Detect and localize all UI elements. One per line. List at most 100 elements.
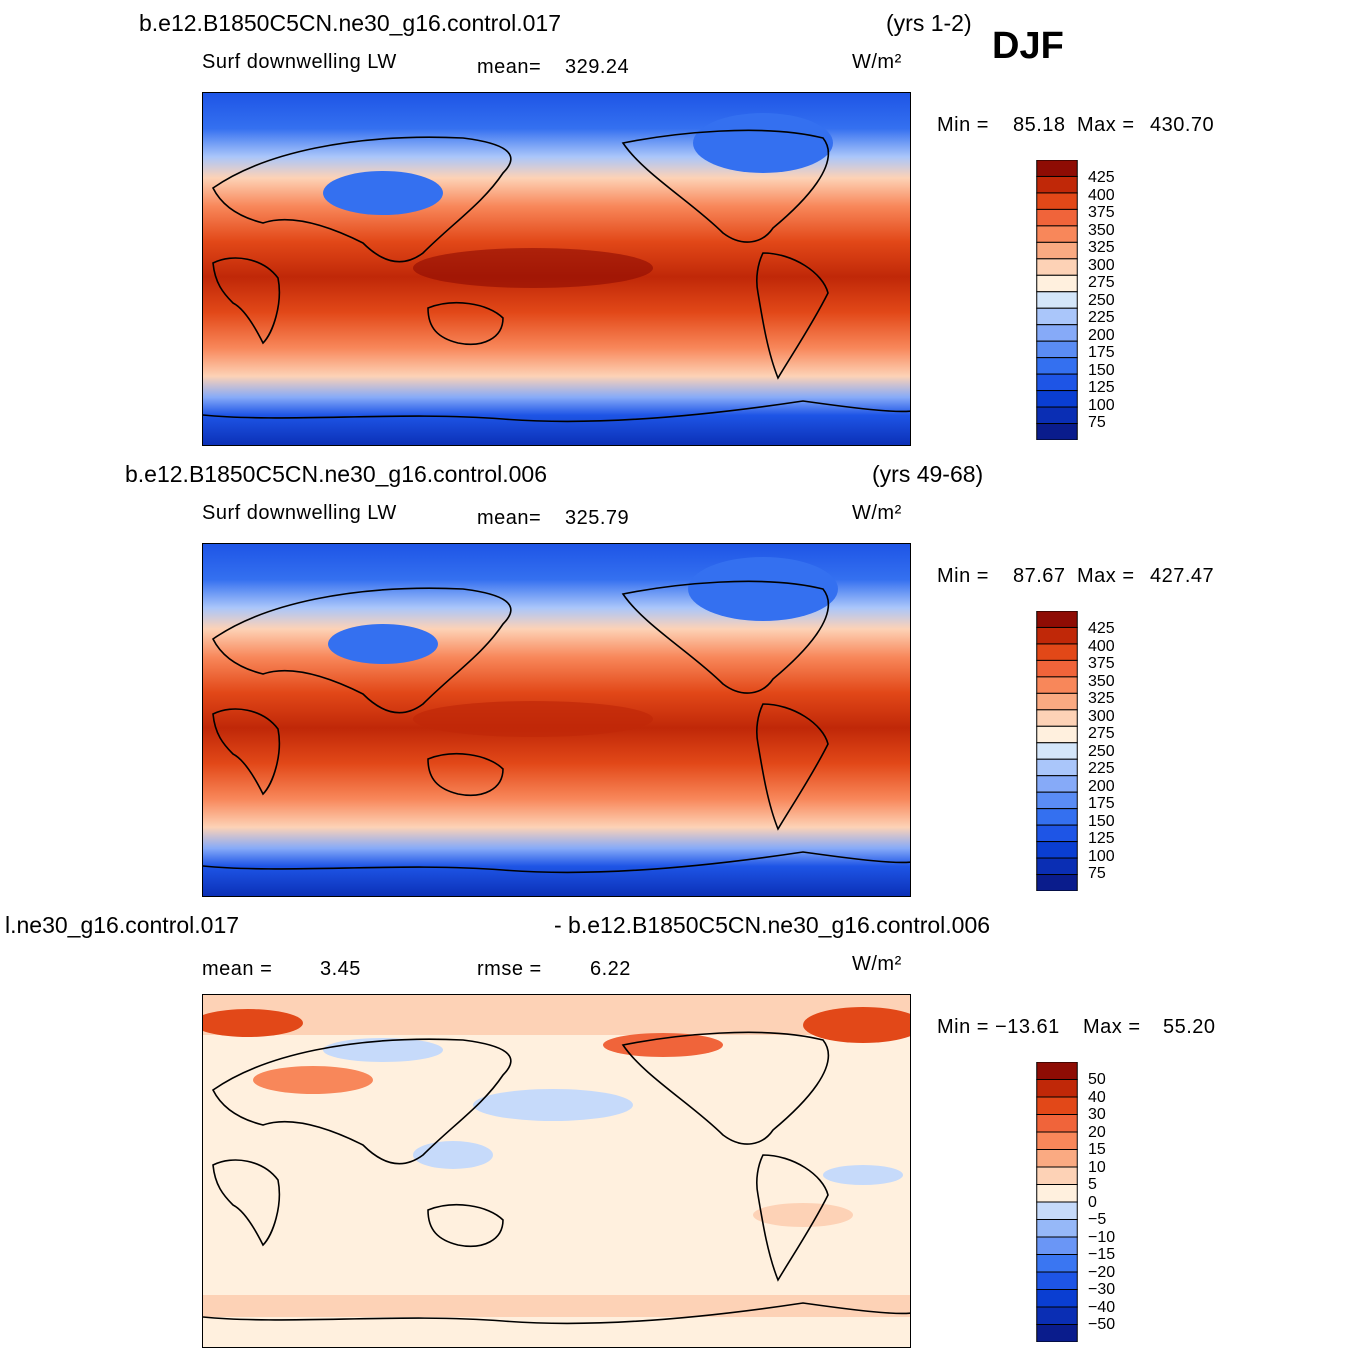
- panel1-coast-antarctica: [203, 400, 910, 423]
- panel3-cb-label: −40: [1088, 1298, 1116, 1316]
- colorbar-swatch: [1036, 841, 1078, 859]
- panel1-blob-namerica-cold: [693, 113, 833, 173]
- panel1-cb-label: 275: [1088, 274, 1115, 291]
- panel2-cb-label: 175: [1088, 795, 1115, 812]
- panel2-units: W/m²: [852, 502, 902, 524]
- panel2-colorbar-swatches: [1036, 611, 1078, 891]
- colorbar-swatch: [1036, 791, 1078, 810]
- panel2-years: (yrs 49-68): [872, 461, 984, 487]
- panel2-cb-label: 375: [1088, 655, 1115, 672]
- panel1-cb-label: 100: [1088, 396, 1115, 414]
- colorbar-swatch: [1036, 324, 1078, 342]
- panel2-mean-label: mean=: [477, 507, 542, 529]
- panel2-blob-warmpool: [413, 701, 653, 737]
- colorbar-swatch: [1036, 725, 1078, 744]
- panel2-coast-samerica: [756, 703, 829, 831]
- panel2-coastlines: [203, 580, 910, 874]
- panel2-cb-label: 425: [1088, 620, 1115, 637]
- colorbar-swatch: [1036, 291, 1078, 309]
- panel2-cb-label: 250: [1088, 742, 1115, 760]
- panel3-cb-label: −10: [1088, 1228, 1116, 1246]
- panel3-rmse-value: 6.22: [590, 958, 631, 980]
- panel1-blob-warmpool: [413, 248, 653, 288]
- panel1-cb-label: 250: [1088, 291, 1115, 309]
- panel2-cb-label: 75: [1088, 865, 1106, 882]
- panel3-colorbar-swatches: [1036, 1062, 1078, 1342]
- panel3-coastlines: [203, 1031, 910, 1325]
- panel3-mean-label: mean =: [202, 958, 273, 980]
- panel3-cb-label: 20: [1088, 1123, 1106, 1141]
- panel2-coast-africa: [212, 708, 281, 796]
- colorbar-swatch: [1036, 274, 1078, 293]
- panel2-cb-label: 200: [1088, 777, 1115, 795]
- panel2-max-value: 427.47: [1150, 565, 1215, 587]
- panel3-coast-australia: [427, 1204, 504, 1247]
- panel3-mean-value: 3.45: [320, 958, 361, 980]
- panel3-min-label: Min = −13.61: [937, 1016, 1060, 1038]
- panel3-cb-label: −15: [1088, 1246, 1116, 1263]
- panel2-subtitle: Surf downwelling LW: [202, 502, 397, 524]
- panel2-blob-asia-cold: [328, 624, 438, 664]
- panel3-blob-centralasia: [253, 1066, 373, 1094]
- panel3-cb-label: −30: [1088, 1281, 1116, 1298]
- panel2-coast-eurasia: [211, 587, 512, 714]
- panel3-blob-natlantic: [803, 1007, 910, 1043]
- colorbar-swatch: [1036, 241, 1078, 260]
- panel3-band-north: [203, 995, 910, 1035]
- panel3-blob-samerica: [753, 1203, 853, 1227]
- panel2-min-label: Min =: [937, 565, 989, 587]
- panel3-case-title: l.ne30_g16.control.017: [5, 912, 240, 938]
- panel3-blob-indopacific: [413, 1141, 493, 1169]
- panel2-mean-value: 325.79: [565, 507, 630, 529]
- panel1-colorbar-swatches: [1036, 160, 1078, 440]
- colorbar-swatch: [1036, 423, 1078, 440]
- colorbar-swatch: [1036, 225, 1078, 243]
- colorbar-swatch: [1036, 1219, 1078, 1238]
- panel2-map-plot: [203, 544, 910, 896]
- panel3-max-value: 55.20: [1163, 1016, 1216, 1038]
- panel1-subtitle: Surf downwelling LW: [202, 51, 397, 73]
- panel3-cb-label: 10: [1088, 1158, 1106, 1176]
- panel1-blob-asia-cold: [323, 171, 443, 215]
- colorbar-swatch: [1036, 1289, 1078, 1308]
- colorbar-swatch: [1036, 175, 1078, 194]
- colorbar-swatch: [1036, 208, 1078, 227]
- colorbar-swatch: [1036, 1306, 1078, 1325]
- colorbar-swatch: [1036, 676, 1078, 694]
- panel1-map-plot: [203, 93, 910, 445]
- panel1-max-value: 430.70: [1150, 114, 1215, 136]
- colorbar-swatch: [1036, 643, 1078, 661]
- colorbar-swatch: [1036, 340, 1078, 359]
- colorbar-swatch: [1036, 1201, 1078, 1220]
- panel3-coast-antarctica: [203, 1302, 910, 1325]
- colorbar-swatch: [1036, 160, 1078, 177]
- panel3-units: W/m²: [852, 953, 902, 975]
- panel3-cb-label: 50: [1088, 1071, 1106, 1088]
- colorbar-swatch: [1036, 357, 1078, 375]
- colorbar-swatch: [1036, 1184, 1078, 1203]
- panel2-cb-label: 325: [1088, 690, 1115, 707]
- panel3-cb-label: −5: [1088, 1211, 1107, 1228]
- colorbar-swatch: [1036, 808, 1078, 826]
- colorbar-swatch: [1036, 406, 1078, 425]
- panel3-cb-label: 30: [1088, 1106, 1106, 1123]
- colorbar-swatch: [1036, 1149, 1078, 1168]
- panel3-cb-label: −20: [1088, 1263, 1116, 1281]
- season-label: DJF: [992, 25, 1064, 67]
- panel3-case2-title: - b.e12.B1850C5CN.ne30_g16.control.006: [554, 912, 991, 938]
- colorbar-swatch: [1036, 874, 1078, 891]
- panel1-coast-namerica: [621, 129, 830, 243]
- panel1-case-title: b.e12.B1850C5CN.ne30_g16.control.017: [139, 10, 561, 36]
- colorbar-swatch: [1036, 709, 1078, 727]
- colorbar-swatch: [1036, 1324, 1078, 1342]
- panel1-cb-label: 75: [1088, 414, 1106, 431]
- panel1-cb-label: 175: [1088, 344, 1115, 361]
- panel2-cb-label: 100: [1088, 847, 1115, 865]
- panel1-cb-label: 375: [1088, 204, 1115, 221]
- colorbar-swatch: [1036, 742, 1078, 760]
- panel3-coast-africa: [212, 1159, 281, 1247]
- colorbar-swatch: [1036, 1166, 1078, 1185]
- colorbar-swatch: [1036, 824, 1078, 843]
- colorbar-swatch: [1036, 1062, 1078, 1080]
- panel1-mean-label: mean=: [477, 56, 542, 78]
